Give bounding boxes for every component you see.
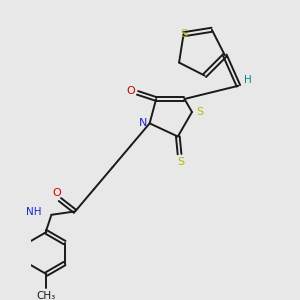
Text: S: S bbox=[178, 157, 185, 166]
Text: S: S bbox=[196, 107, 203, 117]
Text: S: S bbox=[180, 29, 187, 39]
Text: H: H bbox=[244, 75, 252, 85]
Text: N: N bbox=[139, 118, 147, 128]
Text: NH: NH bbox=[26, 207, 42, 217]
Text: CH₃: CH₃ bbox=[37, 291, 56, 300]
Text: O: O bbox=[52, 188, 61, 198]
Text: O: O bbox=[126, 86, 135, 96]
